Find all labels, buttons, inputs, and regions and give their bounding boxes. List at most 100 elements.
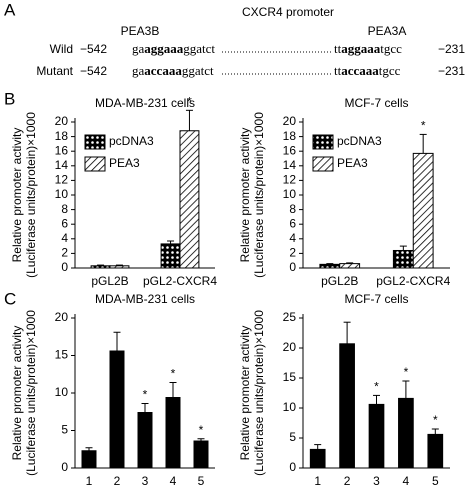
bar <box>339 263 361 269</box>
position: −231 <box>438 64 465 78</box>
bar <box>109 350 125 469</box>
significance-mark: * <box>143 388 148 402</box>
sequence: ttaggaaatgcc <box>334 41 402 56</box>
y-tick-label: 6 <box>61 216 68 230</box>
y-tick-label: 12 <box>55 173 69 187</box>
legend-label: pcDNA3 <box>337 134 382 148</box>
y-axis-label: Relative promoter activity <box>10 128 24 263</box>
y-tick-label: 25 <box>283 310 297 324</box>
bar <box>319 263 341 269</box>
x-tick-label: 1 <box>314 474 321 488</box>
panel-label: A <box>4 0 16 19</box>
significance-mark: * <box>404 365 409 379</box>
legend-label: PEA3 <box>337 156 368 170</box>
x-tick-label: pGL2B <box>91 274 128 288</box>
legend-swatch <box>312 156 334 172</box>
bar <box>427 433 444 469</box>
y-tick-label: 4 <box>61 231 68 245</box>
y-axis-label: (Luciferase units/protein)×1000 <box>252 112 266 278</box>
y-tick-label: 2 <box>289 246 296 260</box>
legend-swatch <box>312 134 334 150</box>
legend-swatch <box>84 156 106 172</box>
y-tick-label: 12 <box>283 173 297 187</box>
significance-mark: * <box>187 94 192 108</box>
y-tick-label: 10 <box>283 400 297 414</box>
y-tick-label: 2 <box>61 246 68 260</box>
x-tick-label: 1 <box>86 474 93 488</box>
y-tick-label: 18 <box>55 129 69 143</box>
bar <box>392 249 414 269</box>
y-tick-label: 18 <box>283 129 297 143</box>
y-tick-label: 20 <box>55 310 69 324</box>
significance-mark: * <box>374 380 379 394</box>
legend-label: PEA3 <box>109 156 140 170</box>
bar <box>165 397 181 469</box>
panel-label: B <box>4 89 15 108</box>
x-tick-label: 2 <box>114 474 121 488</box>
position: −231 <box>438 42 465 56</box>
y-tick-label: 20 <box>55 114 69 128</box>
y-tick-label: 16 <box>283 143 297 157</box>
y-tick-label: 10 <box>283 187 297 201</box>
promoter-title: CXCR4 promoter <box>242 5 334 19</box>
y-tick-label: 20 <box>283 340 297 354</box>
bar <box>412 152 434 269</box>
y-axis-label: Relative promoter activity <box>238 326 252 461</box>
x-tick-label: 3 <box>373 474 380 488</box>
y-tick-label: 5 <box>61 423 68 437</box>
chart-title: MCF-7 cells <box>344 292 408 306</box>
sequence: gaaccaaaggatct <box>132 63 214 78</box>
y-tick-label: 10 <box>55 187 69 201</box>
chart-title: MDA-MB-231 cells <box>95 292 195 306</box>
x-tick-label: 2 <box>344 474 351 488</box>
y-axis-label: (Luciferase units/protein)×1000 <box>24 112 38 278</box>
legend-label: pcDNA3 <box>109 134 154 148</box>
y-tick-label: 0 <box>289 260 296 274</box>
bar <box>368 403 385 469</box>
y-tick-label: 8 <box>289 202 296 216</box>
bar <box>179 130 200 269</box>
bar <box>160 243 181 269</box>
x-tick-label: 4 <box>170 474 177 488</box>
y-tick-label: 10 <box>55 385 69 399</box>
y-tick-label: 0 <box>61 460 68 474</box>
significance-mark: * <box>199 423 204 437</box>
y-tick-label: 14 <box>55 158 69 172</box>
sequence: ttaccaaatgcc <box>334 63 401 78</box>
y-tick-label: 15 <box>55 348 69 362</box>
chart-title: MDA-MB-231 cells <box>95 96 195 110</box>
x-tick-label: pGL2-CXCR4 <box>376 274 450 288</box>
bar <box>90 265 111 269</box>
x-tick-label: 5 <box>432 474 439 488</box>
bar <box>193 440 209 469</box>
x-tick-label: 5 <box>198 474 205 488</box>
bar <box>137 412 153 469</box>
bar <box>339 343 355 469</box>
x-tick-label: pGL2-CXCR4 <box>143 274 217 288</box>
legend-swatch <box>84 134 106 150</box>
row-label: Mutant <box>36 64 73 78</box>
y-tick-label: 5 <box>289 430 296 444</box>
significance-mark: * <box>433 413 438 427</box>
y-tick-label: 15 <box>283 370 297 384</box>
bar <box>109 265 130 269</box>
y-tick-label: 14 <box>283 158 297 172</box>
site-label: PEA3B <box>121 24 160 38</box>
row-label: Wild <box>50 42 73 56</box>
y-tick-label: 16 <box>55 143 69 157</box>
sequence: gaaggaaaggatct <box>132 41 215 56</box>
y-tick-label: 6 <box>289 216 296 230</box>
site-label: PEA3A <box>368 24 407 38</box>
y-tick-label: 0 <box>289 460 296 474</box>
position: −542 <box>80 64 107 78</box>
y-axis-label: (Luciferase units/protein)×1000 <box>252 310 266 476</box>
y-tick-label: 8 <box>61 202 68 216</box>
significance-mark: * <box>421 119 426 133</box>
y-tick-label: 0 <box>61 260 68 274</box>
x-tick-label: pGL2B <box>321 274 358 288</box>
y-tick-label: 20 <box>283 114 297 128</box>
panel-label: C <box>4 289 16 308</box>
position: −542 <box>80 42 107 56</box>
bar <box>309 448 326 469</box>
bar <box>81 450 97 469</box>
